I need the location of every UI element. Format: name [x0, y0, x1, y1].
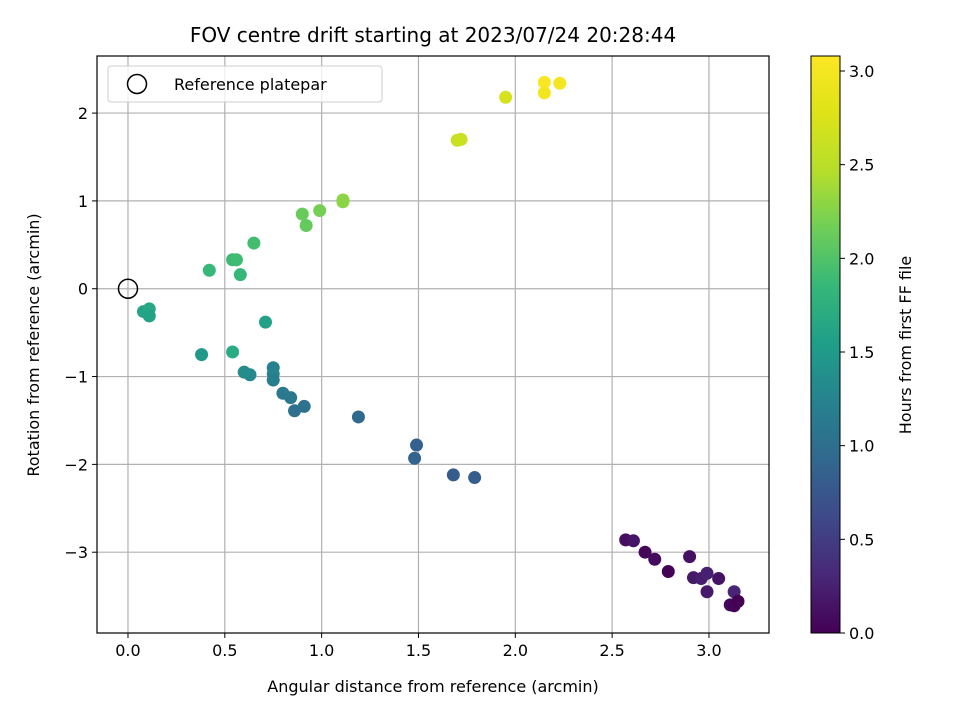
- scatter-point: [626, 534, 640, 548]
- scatter-point: [195, 348, 209, 362]
- scatter-point: [336, 195, 350, 209]
- chart-title: FOV centre drift starting at 2023/07/24 …: [190, 23, 676, 47]
- scatter-point: [468, 471, 482, 485]
- scatter-point: [295, 207, 309, 221]
- scatter-point: [537, 86, 551, 100]
- legend-marker-hollow-circle: [126, 73, 148, 95]
- scatter-point: [537, 75, 551, 89]
- x-tick-label: 2.5: [599, 641, 624, 660]
- y-axis-ticks: −3 −2 −1 0 1 2: [64, 104, 97, 562]
- y-tick-label: −1: [64, 368, 88, 387]
- scatter-point: [638, 545, 652, 559]
- scatter-point: [408, 451, 422, 465]
- x-tick-label: 1.0: [309, 641, 334, 660]
- scatter-point: [247, 236, 261, 250]
- scatter-point: [446, 468, 460, 482]
- plot-frame: [96, 55, 770, 634]
- scatter-point: [731, 594, 745, 608]
- scatter-point: [276, 386, 290, 400]
- legend: Reference platepar: [107, 65, 383, 103]
- legend-entry-reference: Reference platepar: [174, 75, 327, 94]
- x-axis-ticks: 0.0 0.5 1.0 1.5 2.0 2.5 3.0: [115, 633, 722, 660]
- scatter-point: [299, 218, 313, 232]
- y-tick-label: −2: [64, 455, 88, 474]
- y-tick-label: 0: [78, 280, 88, 299]
- scatter-point: [700, 585, 714, 599]
- colorbar-tick-label: 1.5: [849, 343, 874, 362]
- reference-point: [117, 278, 139, 299]
- colorbar-ticks: 0.0 0.5 1.0 1.5 2.0 2.5 3.0: [840, 62, 874, 643]
- x-tick-label: 0.5: [212, 641, 237, 660]
- scatter-point: [266, 373, 280, 387]
- colorbar-tick-label: 0.0: [849, 624, 874, 643]
- scatter-point: [661, 565, 675, 579]
- scatter-point: [553, 76, 567, 90]
- scatter-point: [297, 399, 311, 413]
- x-tick-label: 2.0: [503, 641, 528, 660]
- x-tick-label: 0.0: [115, 641, 140, 660]
- y-tick-label: 1: [78, 192, 88, 211]
- scatter-point: [202, 263, 216, 277]
- colorbar-tick-label: 2.0: [849, 249, 874, 268]
- scatter-point: [499, 90, 513, 104]
- scatter-point: [410, 438, 424, 452]
- colorbar-tick-label: 3.0: [849, 62, 874, 81]
- scatter-point: [648, 552, 662, 566]
- grid-lines: [97, 56, 769, 633]
- scatter-point: [683, 550, 697, 564]
- scatter-point: [700, 566, 714, 580]
- scatter-point: [454, 132, 468, 146]
- colorbar-tick-label: 0.5: [849, 530, 874, 549]
- data-points: [136, 75, 745, 613]
- y-axis-label: Rotation from reference (arcmin): [24, 213, 43, 476]
- x-tick-label: 1.5: [406, 641, 431, 660]
- x-axis-label: Angular distance from reference (arcmin): [267, 677, 598, 696]
- scatter-point: [258, 315, 272, 329]
- colorbar-label: Hours from first FF file: [896, 256, 915, 435]
- y-tick-label: −3: [64, 543, 88, 562]
- reference-marker: [117, 278, 139, 299]
- x-tick-label: 3.0: [696, 641, 721, 660]
- colorbar-gradient: [810, 55, 841, 634]
- scatter-point: [226, 345, 240, 359]
- colorbar-tick-label: 2.5: [849, 156, 874, 175]
- scatter-point: [229, 253, 243, 267]
- scatter-point: [712, 572, 726, 586]
- scatter-point: [142, 309, 156, 323]
- scatter-point: [233, 268, 247, 282]
- scatter-point: [313, 204, 327, 218]
- scatter-point: [288, 404, 302, 418]
- legend-box: [107, 65, 383, 103]
- colorbar: 0.0 0.5 1.0 1.5 2.0 2.5 3.0 Hours from first F…: [810, 55, 915, 643]
- scatter-point: [351, 410, 365, 424]
- scatter-point: [237, 365, 251, 379]
- colorbar-tick-label: 1.0: [849, 437, 874, 456]
- y-tick-label: 2: [78, 104, 88, 123]
